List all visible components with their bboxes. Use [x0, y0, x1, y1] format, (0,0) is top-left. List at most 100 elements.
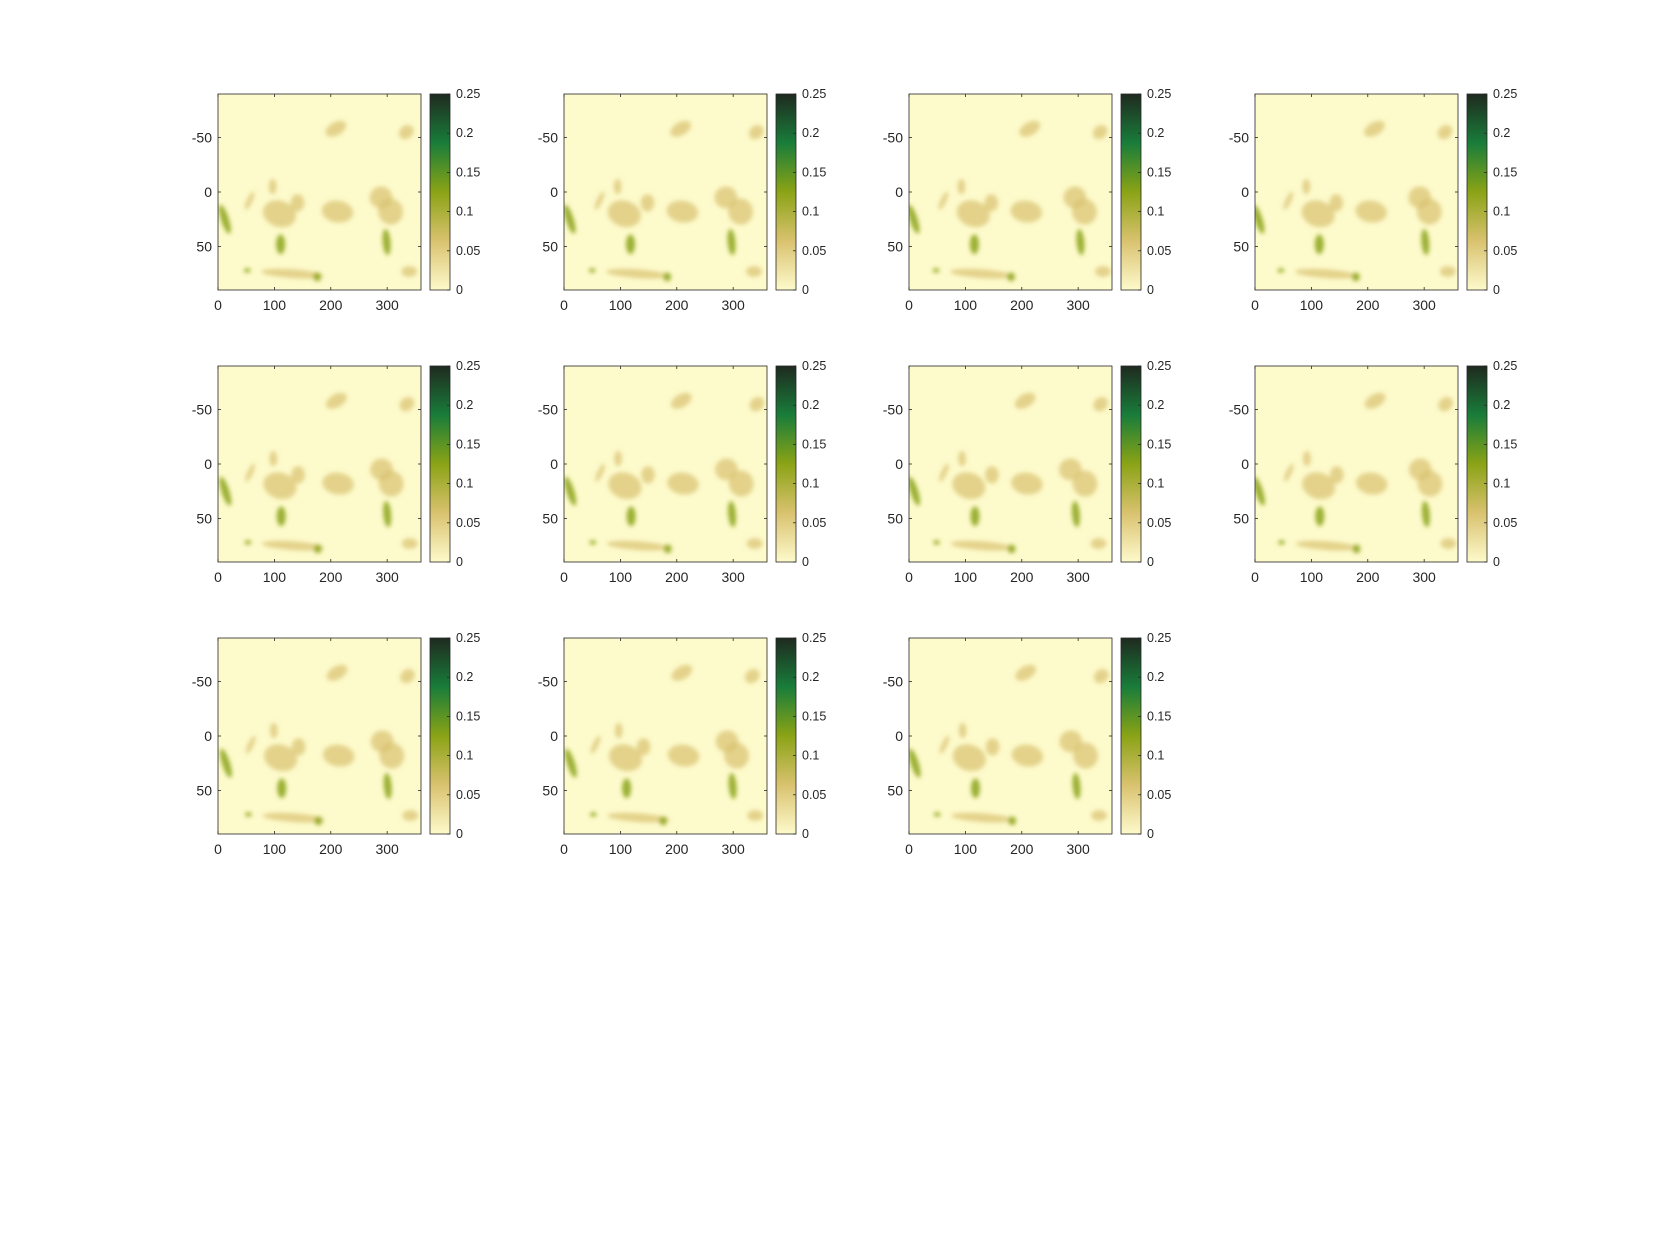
heatmap-field	[218, 120, 418, 282]
heatmap-features	[564, 120, 764, 282]
heatmap-feature	[564, 476, 577, 506]
heatmap-feature	[985, 466, 999, 484]
heatmap-feature	[958, 451, 966, 467]
colorbar	[429, 93, 451, 291]
heatmap-features	[909, 392, 1109, 554]
heatmap-features	[219, 664, 419, 826]
colorbar-tick-label: 0.05	[802, 788, 826, 802]
heatmap-feature	[269, 451, 278, 467]
heatmap-field	[1255, 392, 1457, 554]
colorbar-tick-label: 0.05	[1147, 788, 1171, 802]
x-tick-label: 200	[1010, 841, 1034, 857]
heatmap-feature	[728, 198, 753, 225]
colorbar-tick-label: 0.25	[1147, 359, 1171, 373]
heatmap-field	[909, 392, 1109, 554]
heatmap-feature	[277, 778, 287, 799]
y-tick-label: -50	[883, 130, 903, 146]
x-tick-label: 200	[319, 297, 343, 313]
colorbar-tick-label: 0.2	[1147, 126, 1164, 140]
heatmap-feature	[1008, 816, 1017, 826]
subplot-8: 0 100 200 300 -50 0 50 0 0.05 0.1 0.15 0.2 0.25	[1229, 359, 1518, 585]
y-tick-label: 50	[542, 510, 558, 526]
colorbar-tick-label: 0	[456, 827, 463, 841]
x-tick-label: 300	[721, 569, 745, 585]
heatmap-feature	[614, 451, 622, 467]
colorbar-tick-label: 0.1	[456, 477, 473, 491]
x-tick-label: 300	[1066, 841, 1090, 857]
heatmap-feature	[1095, 266, 1111, 277]
colorbar-tick-label: 0.25	[1493, 87, 1517, 101]
heatmap-field	[564, 392, 765, 554]
heatmap-features	[1255, 392, 1457, 554]
heatmap-feature	[1329, 194, 1343, 212]
x-tick-label: 300	[1066, 297, 1090, 313]
heatmap-feature	[245, 463, 255, 482]
colorbar-tick-label: 0	[802, 283, 809, 297]
heatmap-feature	[218, 204, 231, 234]
y-tick-label: -50	[538, 402, 558, 418]
colorbar-tick-label: 0.2	[1147, 398, 1164, 412]
heatmap-feature	[608, 472, 642, 500]
heatmap-feature	[933, 812, 941, 817]
colorbar-tick-label: 0	[1493, 555, 1500, 569]
heatmap-feature	[714, 186, 738, 209]
y-tick-label: -50	[883, 674, 903, 690]
heatmap-feature	[956, 200, 990, 228]
x-tick-label: 0	[905, 841, 913, 857]
x-tick-label: 100	[954, 841, 978, 857]
heatmap-feature	[607, 812, 670, 823]
colorbar-tick-label: 0.05	[1147, 244, 1171, 258]
heatmap-feature	[1063, 186, 1087, 209]
heatmap-feature	[715, 458, 738, 481]
heatmap-background	[564, 94, 767, 290]
heatmap-feature	[667, 472, 699, 495]
heatmap-feature	[264, 744, 298, 772]
heatmap-feature	[262, 812, 325, 823]
heatmap-feature	[1059, 730, 1083, 753]
heatmap-field	[1255, 120, 1456, 282]
x-tick-label: 0	[1251, 297, 1259, 313]
heatmap-feature	[606, 540, 669, 551]
heatmap-feature	[607, 200, 641, 228]
heatmap-feature	[969, 234, 979, 255]
y-tick-label: 0	[895, 184, 903, 200]
heatmap-feature	[370, 458, 393, 481]
colorbar	[429, 365, 451, 563]
colorbar-tick-label: 0	[1147, 827, 1154, 841]
heatmap-feature	[932, 268, 940, 273]
heatmap-feature	[1295, 268, 1357, 279]
heatmap-feature	[728, 470, 754, 497]
colorbar-tick-label: 0.1	[1147, 749, 1164, 763]
heatmap-feature	[262, 200, 297, 228]
heatmap-feature	[1330, 466, 1344, 484]
heatmap-feature	[1091, 810, 1107, 821]
heatmap-feature	[985, 738, 1000, 756]
x-tick-label: 100	[609, 297, 633, 313]
heatmap-feature	[667, 744, 700, 767]
heatmap-feature	[1277, 268, 1285, 273]
heatmap-feature	[268, 179, 277, 195]
heatmap-field	[564, 664, 764, 826]
heatmap-feature	[970, 506, 980, 527]
heatmap-feature	[243, 268, 251, 273]
heatmap-feature	[1302, 472, 1336, 500]
heatmap-feature	[291, 738, 306, 756]
heatmap-feature	[636, 738, 651, 756]
y-tick-label: 50	[887, 782, 903, 798]
heatmap-feature	[383, 773, 392, 800]
colorbar-tick-label: 0	[1147, 283, 1154, 297]
heatmap-feature	[595, 463, 605, 482]
colorbar	[775, 637, 797, 835]
heatmap-feature	[715, 730, 739, 753]
colorbar-tick-label: 0.05	[1493, 244, 1517, 258]
heatmap-field	[564, 120, 764, 282]
heatmap-feature	[564, 748, 577, 778]
heatmap-feature	[263, 472, 297, 500]
heatmap-feature	[399, 396, 415, 412]
colorbar-tick-label: 0.15	[456, 437, 480, 451]
heatmap-feature	[1421, 501, 1430, 528]
x-tick-label: 300	[375, 297, 399, 313]
heatmap-feature	[1059, 458, 1082, 481]
heatmap-feature	[666, 200, 699, 223]
heatmap-feature	[1072, 773, 1081, 800]
